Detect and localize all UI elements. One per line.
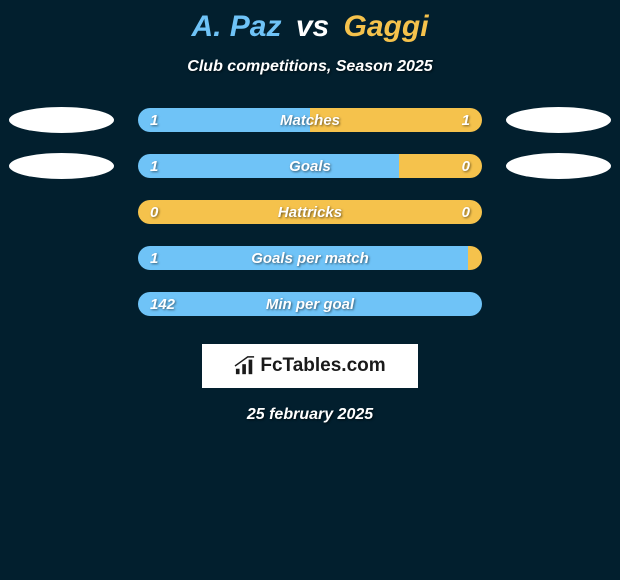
stat-bar: 1Goals0 <box>138 154 482 178</box>
stat-bar: 1Matches1 <box>138 108 482 132</box>
bar-segment-left <box>138 246 468 270</box>
subtitle: Club competitions, Season 2025 <box>0 58 620 76</box>
logo: FcTables.com <box>234 355 385 377</box>
stats-container: 1Matches1 1Goals0 0Hattricks0 1Goals per ma… <box>0 108 620 316</box>
player2-badge <box>506 153 611 179</box>
logo-text: FcTables.com <box>260 355 385 377</box>
player1-badge <box>9 107 114 133</box>
stat-row: 1Goals per match <box>0 246 620 270</box>
stat-bar: 142Min per goal <box>138 292 482 316</box>
bar-segment-left <box>138 292 482 316</box>
stat-row: 0Hattricks0 <box>0 200 620 224</box>
player2-name: Gaggi <box>344 10 429 43</box>
logo-box: FcTables.com <box>202 344 418 388</box>
bar-segment-right <box>138 200 482 224</box>
bar-segment-right <box>399 154 482 178</box>
player1-name: A. Paz <box>191 10 281 43</box>
vs-text: vs <box>296 10 329 43</box>
bar-segment-left <box>138 154 399 178</box>
stat-row: 1Matches1 <box>0 108 620 132</box>
bar-segment-left <box>138 108 310 132</box>
bar-segment-right <box>468 246 482 270</box>
date: 25 february 2025 <box>0 406 620 424</box>
player2-badge <box>506 107 611 133</box>
player1-badge <box>9 153 114 179</box>
chart-icon <box>234 356 256 376</box>
stat-bar: 1Goals per match <box>138 246 482 270</box>
stat-row: 1Goals0 <box>0 154 620 178</box>
stat-bar: 0Hattricks0 <box>138 200 482 224</box>
stat-row: 142Min per goal <box>0 292 620 316</box>
bar-segment-right <box>310 108 482 132</box>
comparison-title: A. Paz vs Gaggi <box>0 0 620 44</box>
